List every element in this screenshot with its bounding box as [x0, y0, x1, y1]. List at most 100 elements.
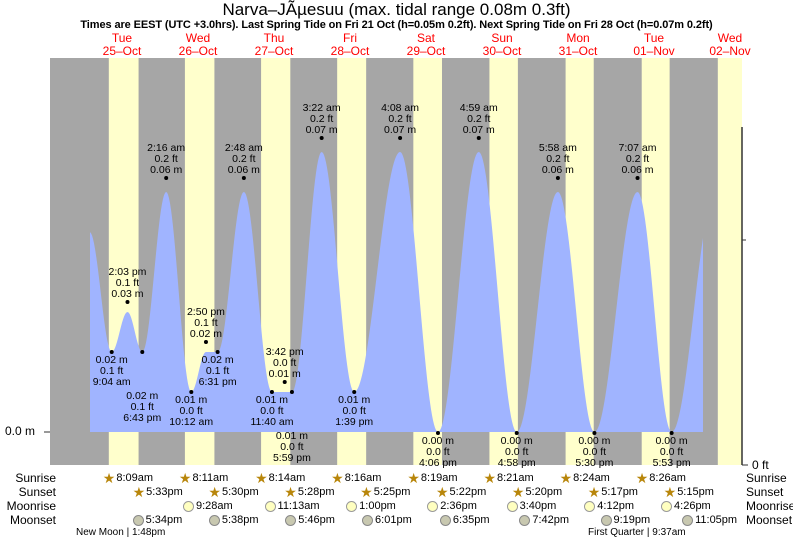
sunset-event: ★ 5:28pm — [284, 485, 335, 499]
event-time: 6:35pm — [452, 514, 490, 526]
high-tide-label: 3:42 pm 0.0 ft 0.01 m — [265, 346, 304, 380]
tide-point — [289, 390, 294, 394]
tide-point — [203, 340, 208, 344]
moonset-icon — [132, 514, 144, 526]
moonset-icon — [285, 514, 297, 526]
day-date: 27–Oct — [254, 44, 294, 58]
moonset-event: 11:05pm — [682, 514, 737, 526]
sun-icon: ★ — [635, 470, 649, 486]
event-time: 8:11am — [192, 472, 229, 484]
high-tide-label: 4:08 am 0.2 ft 0.07 m — [381, 102, 420, 136]
sunset-event: ★ 5:30pm — [208, 484, 258, 500]
event-time: 1:00pm — [359, 500, 396, 512]
day-label: Wed 26–Oct — [158, 32, 238, 58]
tide-point — [125, 300, 130, 304]
sun-icon: ★ — [559, 470, 573, 486]
event-time: 9:19pm — [613, 514, 651, 526]
day-of-week: Wed — [185, 31, 211, 45]
event-time: 11:05pm — [695, 514, 738, 526]
event-time: 8:09am — [116, 472, 154, 484]
row-label-moonset-left: Moonset — [9, 513, 56, 527]
moonset-event: 6:01pm — [362, 514, 412, 526]
day-date: 02–Nov — [709, 44, 751, 58]
moonset-event: 6:35pm — [439, 514, 490, 526]
tide-point — [555, 176, 560, 180]
day-of-week: Tue — [111, 31, 133, 45]
sunset-event: ★ 5:20pm — [512, 485, 562, 499]
day-label: Sat 29–Oct — [386, 32, 466, 58]
sunrise-event: ★ 8:11am — [179, 471, 229, 485]
moonrise-event: 11:13am — [264, 500, 320, 512]
day-label: Tue 01–Nov — [614, 32, 694, 58]
event-time: 5:28pm — [297, 486, 335, 498]
tide-point — [398, 136, 403, 140]
day-date: 31–Oct — [558, 44, 598, 58]
moon-phase-label: New Moon | 1:48pm — [76, 527, 166, 538]
sunrise-event: ★ 8:21am — [483, 470, 533, 486]
moonset-icon — [362, 514, 374, 526]
low-tide-label: 0.02 m 0.1 ft 9:04 am — [92, 354, 131, 388]
moonrise-event: 2:36pm — [427, 500, 477, 512]
high-tide-label: 5:58 am 0.2 ft 0.06 m — [538, 142, 577, 176]
event-time: 5:22pm — [449, 486, 487, 498]
low-tide-label: 0.02 m 0.1 ft 6:31 pm — [198, 354, 237, 388]
day-label: Thu 27–Oct — [234, 32, 314, 58]
moonset-event: 7:42pm — [519, 514, 569, 526]
day-of-week: Tue — [643, 31, 665, 45]
moonset-icon — [519, 514, 531, 526]
tide-point — [514, 431, 519, 435]
day-of-week: Sat — [416, 31, 435, 45]
day-date: 26–Oct — [178, 44, 218, 58]
moonset-event: 5:34pm — [132, 514, 182, 526]
low-tide-label: 0.02 m 0.1 ft 6:43 pm — [123, 390, 162, 424]
day-of-week: Mon — [566, 31, 590, 45]
sunrise-event: ★ 8:19am — [407, 471, 457, 485]
sun-icon: ★ — [483, 470, 496, 486]
low-tide-label: 0.01 m 0.0 ft 1:39 pm — [335, 394, 374, 428]
event-time: 8:24am — [573, 472, 610, 484]
moonrise-event: 3:40pm — [506, 500, 556, 512]
sunset-event: ★ 5:33pm — [133, 485, 183, 499]
tide-point — [476, 136, 481, 140]
high-tide-label: 4:59 am 0.2 ft 0.07 m — [459, 102, 498, 136]
moonrise-icon — [182, 500, 194, 512]
sun-icon: ★ — [208, 484, 221, 500]
moonrise-icon — [661, 500, 673, 512]
day-label: Tue 25–Oct — [82, 32, 162, 58]
moonset-icon — [682, 514, 694, 526]
tide-point — [352, 390, 357, 394]
day-label: Mon 31–Oct — [538, 32, 618, 58]
low-tide-label: 0.00 m 0.0 ft 5:30 pm — [575, 435, 614, 469]
chart-title: Narva–JÃµesuu (max. tidal range 0.08m 0.… — [222, 0, 571, 19]
event-time: 2:36pm — [440, 500, 477, 512]
sun-icon: ★ — [587, 484, 601, 500]
tide-point — [269, 390, 274, 394]
low-tide-label: 0.01 m 0.0 ft 10:12 am — [169, 394, 214, 428]
moonset-event: 5:46pm — [285, 514, 335, 526]
day-label: Sun 30–Oct — [462, 32, 542, 58]
high-tide-label: 2:16 am 0.2 ft 0.06 m — [147, 142, 186, 176]
low-tide-label: 0.01 m 0.0 ft 11:40 am — [250, 394, 294, 428]
sunset-event: ★ 5:25pm — [360, 484, 410, 500]
sunset-event: ★ 5:15pm — [664, 485, 714, 499]
sunrise-event: ★ 8:24am — [559, 470, 610, 486]
event-time: 8:26am — [649, 472, 686, 484]
day-label: Wed 02–Nov — [690, 32, 770, 58]
event-time: 5:17pm — [601, 486, 638, 498]
moonrise-event: 1:00pm — [346, 500, 396, 512]
high-tide-label: 2:03 pm 0.1 ft 0.03 m — [108, 266, 147, 300]
sun-icon: ★ — [435, 484, 449, 500]
sunrise-event: ★ 8:16am — [331, 471, 381, 485]
tide-point — [635, 176, 640, 180]
high-tide-label: 3:22 am 0.2 ft 0.07 m — [302, 102, 341, 136]
right-axis-label: 0 ft — [752, 458, 769, 472]
tide-point — [435, 431, 440, 435]
tide-point — [164, 176, 169, 180]
moonset-icon — [439, 514, 451, 526]
row-label-moonrise-right: Moonrise — [746, 499, 793, 513]
sunrise-event: ★ 8:14am — [255, 471, 305, 485]
moonrise-event: 4:12pm — [584, 500, 634, 512]
moonrise-event: 9:28am — [182, 500, 233, 512]
sun-icon: ★ — [360, 484, 373, 500]
